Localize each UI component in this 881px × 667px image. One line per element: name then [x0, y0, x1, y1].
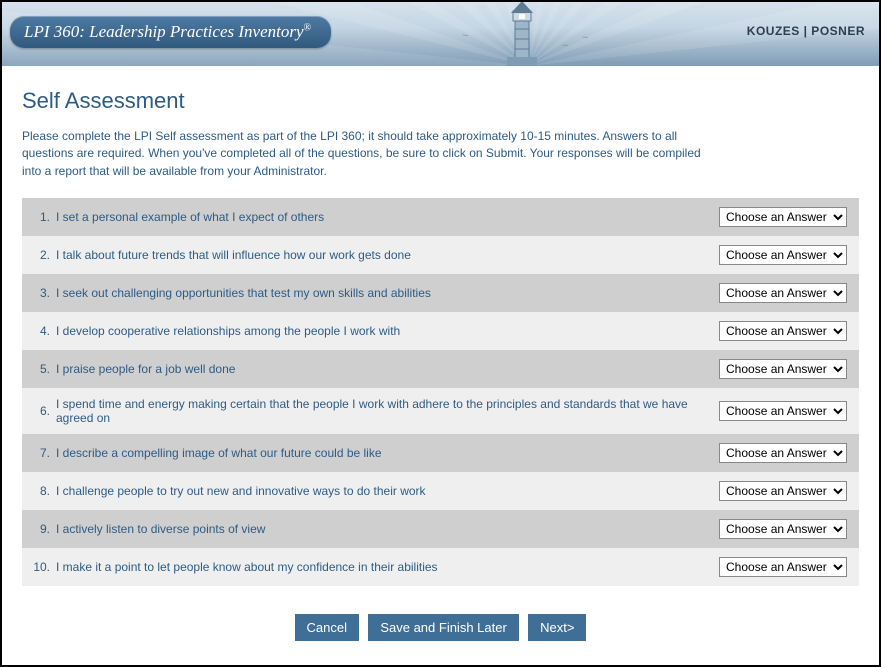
bird-icon: ~ [462, 30, 468, 42]
question-text: I talk about future trends that will inf… [56, 248, 719, 262]
bird-icon: ~ [582, 32, 588, 44]
question-row: 6.I spend time and energy making certain… [22, 388, 859, 434]
question-row: 9.I actively listen to diverse points of… [22, 510, 859, 548]
page-content: Self Assessment Please complete the LPI … [2, 66, 879, 665]
answer-select[interactable]: Choose an Answer [719, 359, 847, 379]
question-text: I describe a compelling image of what ou… [56, 446, 719, 460]
answer-select[interactable]: Choose an Answer [719, 245, 847, 265]
answer-cell: Choose an Answer [719, 481, 849, 501]
question-row: 2.I talk about future trends that will i… [22, 236, 859, 274]
question-text: I praise people for a job well done [56, 362, 719, 376]
question-number: 3. [32, 286, 56, 300]
save-finish-later-button[interactable]: Save and Finish Later [368, 614, 518, 641]
answer-cell: Choose an Answer [719, 321, 849, 341]
intro-text: Please complete the LPI Self assessment … [22, 128, 722, 180]
answer-cell: Choose an Answer [719, 359, 849, 379]
answer-cell: Choose an Answer [719, 443, 849, 463]
answer-cell: Choose an Answer [719, 283, 849, 303]
answer-cell: Choose an Answer [719, 401, 849, 421]
question-row: 8.I challenge people to try out new and … [22, 472, 859, 510]
question-text: I seek out challenging opportunities tha… [56, 286, 719, 300]
banner-title: LPI 360: Leadership Practices Inventory® [24, 22, 311, 41]
question-row: 7.I describe a compelling image of what … [22, 434, 859, 472]
question-number: 8. [32, 484, 56, 498]
question-number: 4. [32, 324, 56, 338]
bird-icon: ~ [562, 40, 568, 52]
answer-select[interactable]: Choose an Answer [719, 519, 847, 539]
question-text: I make it a point to let people know abo… [56, 560, 719, 574]
answer-cell: Choose an Answer [719, 519, 849, 539]
answer-cell: Choose an Answer [719, 207, 849, 227]
question-number: 5. [32, 362, 56, 376]
question-text: I set a personal example of what I expec… [56, 210, 719, 224]
lighthouse-icon [497, 2, 547, 66]
question-list: 1.I set a personal example of what I exp… [22, 198, 859, 586]
question-row: 1.I set a personal example of what I exp… [22, 198, 859, 236]
answer-select[interactable]: Choose an Answer [719, 443, 847, 463]
answer-select[interactable]: Choose an Answer [719, 481, 847, 501]
answer-select[interactable]: Choose an Answer [719, 401, 847, 421]
question-text: I spend time and energy making certain t… [56, 397, 719, 425]
answer-select[interactable]: Choose an Answer [719, 283, 847, 303]
question-number: 10. [32, 560, 56, 574]
banner-authors: KOUZES | POSNER [747, 24, 865, 38]
question-text: I actively listen to diverse points of v… [56, 522, 719, 536]
question-row: 10.I make it a point to let people know … [22, 548, 859, 586]
answer-select[interactable]: Choose an Answer [719, 207, 847, 227]
app-banner: ~ ~ ~ LPI 360: Leadership Practices Inve… [2, 2, 879, 66]
cancel-button[interactable]: Cancel [295, 614, 359, 641]
banner-title-pill: LPI 360: Leadership Practices Inventory® [10, 16, 331, 48]
answer-select[interactable]: Choose an Answer [719, 321, 847, 341]
footer-buttons: Cancel Save and Finish Later Next> [22, 614, 859, 641]
question-row: 4.I develop cooperative relationships am… [22, 312, 859, 350]
answer-cell: Choose an Answer [719, 557, 849, 577]
question-number: 2. [32, 248, 56, 262]
question-text: I challenge people to try out new and in… [56, 484, 719, 498]
question-text: I develop cooperative relationships amon… [56, 324, 719, 338]
question-number: 9. [32, 522, 56, 536]
question-number: 6. [32, 404, 56, 418]
question-row: 5.I praise people for a job well doneCho… [22, 350, 859, 388]
question-number: 1. [32, 210, 56, 224]
page-title: Self Assessment [22, 88, 859, 114]
question-number: 7. [32, 446, 56, 460]
next-button[interactable]: Next> [528, 614, 586, 641]
answer-select[interactable]: Choose an Answer [719, 557, 847, 577]
answer-cell: Choose an Answer [719, 245, 849, 265]
question-row: 3.I seek out challenging opportunities t… [22, 274, 859, 312]
